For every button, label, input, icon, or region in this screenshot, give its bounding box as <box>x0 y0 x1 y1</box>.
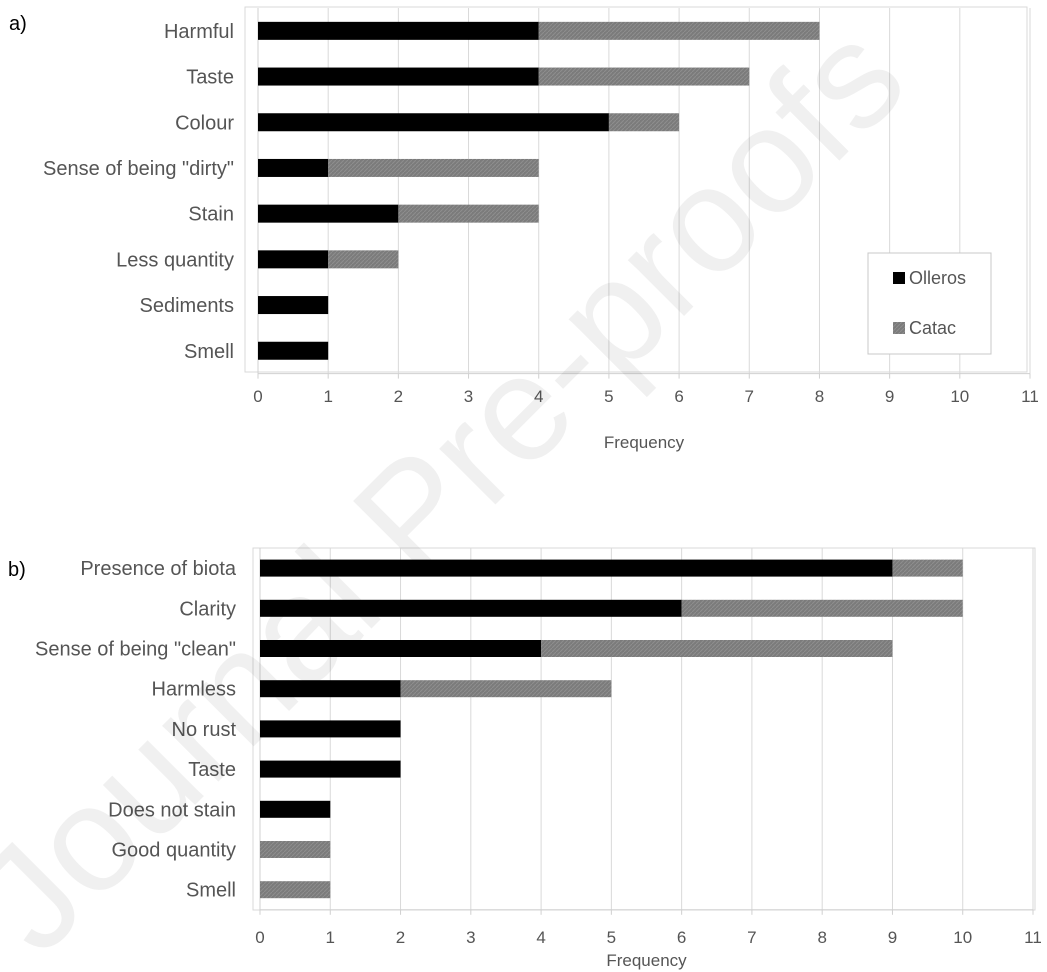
x-tick-label: 3 <box>466 928 475 947</box>
legend-label-olleros: Olleros <box>909 268 966 288</box>
bar-catac <box>681 599 963 617</box>
panel-label: a) <box>9 13 27 35</box>
x-tick-label: 7 <box>747 928 756 947</box>
bar-olleros <box>260 599 682 617</box>
x-tick-label: 5 <box>604 387 613 406</box>
bar-olleros <box>260 680 401 698</box>
bar-olleros <box>258 158 329 177</box>
bar-olleros <box>258 341 329 360</box>
chart-panel-a: 0 1 2 3 4 5 6 7 8 9 10 11 Harmful Taste Colour Sense of… <box>9 6 1039 452</box>
x-tick-label: 5 <box>607 928 616 947</box>
bar-olleros <box>260 640 542 657</box>
x-tick-label: 2 <box>396 928 405 947</box>
bar-catac <box>541 640 893 657</box>
bar-olleros <box>258 296 329 315</box>
x-tick-label: 3 <box>464 387 473 406</box>
bar-catac <box>260 841 331 858</box>
bar-olleros <box>258 250 329 269</box>
x-tick-label: 11 <box>1021 387 1039 406</box>
category-label: Stain <box>188 204 234 226</box>
bar-olleros <box>258 21 539 40</box>
x-tick-label: 2 <box>394 387 403 406</box>
category-label: Less quantity <box>116 249 234 271</box>
category-label: Sediments <box>140 295 235 317</box>
legend-swatch-catac <box>893 322 905 334</box>
x-tick-label: 1 <box>323 387 332 406</box>
x-axis-title: Frequency <box>606 951 687 970</box>
x-tick-label: 1 <box>326 928 335 947</box>
x-tick-label: 0 <box>253 387 262 406</box>
category-label: Presence of biota <box>80 558 237 580</box>
category-label: Harmful <box>164 21 234 43</box>
category-label: Sense of being "clean" <box>35 639 236 661</box>
x-tick-label: 9 <box>888 928 897 947</box>
x-tick-label: 10 <box>950 387 969 406</box>
bar-catac <box>260 881 331 899</box>
plot-frame <box>244 6 1028 373</box>
legend-box <box>867 252 992 355</box>
bar-catac <box>328 158 539 177</box>
legend-swatch-olleros <box>893 272 905 284</box>
x-tick-label: 6 <box>674 387 683 406</box>
category-label: Harmless <box>152 679 236 701</box>
category-label: Smell <box>184 341 234 363</box>
x-tick-label: 6 <box>677 928 686 947</box>
bar-olleros <box>260 760 401 778</box>
x-tick-label: 0 <box>255 928 264 947</box>
bar-olleros <box>260 720 401 738</box>
x-tick-label: 11 <box>1024 928 1042 947</box>
bar-olleros <box>258 113 609 132</box>
watermark-text: Journal Pre-proofs <box>0 0 935 972</box>
panel-label: b) <box>8 559 26 581</box>
category-label: Does not stain <box>108 799 236 821</box>
bar-catac <box>538 21 820 40</box>
bar-catac <box>400 680 612 698</box>
category-label: Smell <box>186 880 236 902</box>
bar-olleros <box>258 67 539 86</box>
bar-catac <box>538 67 750 86</box>
x-tick-label: 8 <box>815 387 824 406</box>
x-tick-label: 7 <box>745 387 754 406</box>
x-tick-label: 10 <box>953 928 972 947</box>
category-label: Clarity <box>179 598 236 620</box>
x-axis-title: Frequency <box>604 433 685 452</box>
category-label: Taste <box>188 759 236 781</box>
category-label: Colour <box>175 112 234 134</box>
x-tick-label: 4 <box>534 387 543 406</box>
bar-catac <box>328 250 399 269</box>
bar-olleros <box>260 559 893 577</box>
bar-olleros <box>260 800 331 818</box>
x-tick-label: 4 <box>536 928 545 947</box>
bar-olleros <box>258 204 399 223</box>
legend-label-catac: Catac <box>909 318 956 338</box>
x-tick-label: 8 <box>817 928 826 947</box>
chart-panel-b: 0 1 2 3 4 5 6 7 8 9 10 11 Presence of biota Clarity Se… <box>8 547 1042 970</box>
category-label: Good quantity <box>111 840 236 862</box>
category-label: Sense of being "dirty" <box>43 158 234 180</box>
category-label: No rust <box>172 719 237 741</box>
x-tick-label: 9 <box>885 387 894 406</box>
category-label: Taste <box>186 67 234 89</box>
bar-catac <box>608 113 680 132</box>
bar-catac <box>892 559 963 577</box>
bar-catac <box>398 204 539 223</box>
